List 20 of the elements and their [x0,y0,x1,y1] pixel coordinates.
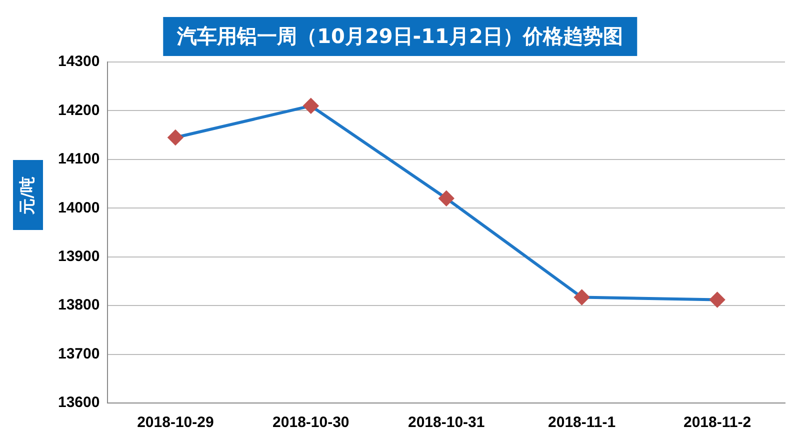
y-tick-label: 14200 [58,102,100,119]
y-tick-label: 14000 [58,199,100,216]
point [303,98,318,114]
point [574,290,590,305]
y-tick-label: 14300 [58,53,100,70]
point [710,292,725,308]
point [168,130,183,146]
y-tick-label: 13800 [58,296,100,314]
x-tick-label: 2018-11-1 [548,414,616,432]
x-tick-label: 2018-10-30 [272,414,350,432]
chart-title: 汽车用铝一周（10月29日-11月2日）价格趋势图 [163,17,637,56]
y-tick-label: 13600 [58,394,100,412]
y-tick-label: 13900 [58,248,100,265]
y-tick-label: 13700 [58,345,100,362]
x-tick-label: 2018-11-2 [683,414,752,432]
point [438,190,454,206]
y-tick-label: 14100 [58,150,100,168]
x-tick-label: 2018-10-29 [137,414,214,432]
x-tick-label: 2018-10-31 [408,414,485,432]
y-axis-title: 元/吨 [18,176,38,214]
